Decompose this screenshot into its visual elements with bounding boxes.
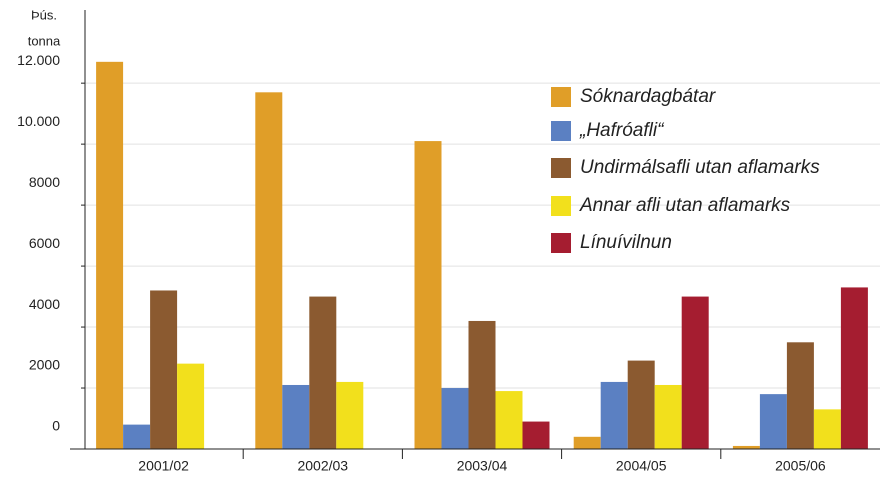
bar bbox=[627, 360, 655, 449]
y-tick-label: 10.000 bbox=[17, 113, 60, 129]
y-tick-label: 6000 bbox=[29, 235, 60, 251]
x-tick-label: 2003/04 bbox=[457, 458, 508, 474]
bar bbox=[522, 421, 550, 449]
bar bbox=[468, 320, 496, 449]
bar bbox=[786, 342, 814, 449]
y-tick-label: 8000 bbox=[29, 174, 60, 190]
legend-swatch bbox=[551, 233, 571, 253]
legend-swatch bbox=[551, 121, 571, 141]
bar bbox=[96, 61, 124, 450]
bar bbox=[600, 381, 628, 449]
y-tick-label: 12.000 bbox=[17, 52, 60, 68]
bar bbox=[282, 384, 310, 449]
bar bbox=[495, 391, 523, 449]
legend-label: Undirmálsafli utan aflamarks bbox=[580, 157, 820, 178]
legend-label: Línuívilnun bbox=[580, 232, 672, 253]
x-tick-label: 2005/06 bbox=[775, 458, 826, 474]
legend-swatch bbox=[551, 196, 571, 216]
legend-swatch bbox=[551, 87, 571, 107]
y-tick-label: 4000 bbox=[29, 296, 60, 312]
bar bbox=[150, 290, 178, 449]
bar bbox=[654, 384, 682, 449]
bar bbox=[732, 445, 760, 449]
bar bbox=[441, 388, 469, 449]
bar bbox=[681, 296, 709, 449]
bar bbox=[573, 436, 601, 449]
y-axis-label: Þús. bbox=[31, 7, 57, 22]
bar bbox=[309, 296, 337, 449]
legend-swatch bbox=[551, 158, 571, 178]
legend-label: Sóknardagbátar bbox=[580, 86, 716, 107]
x-tick-label: 2001/02 bbox=[138, 458, 189, 474]
bar bbox=[759, 394, 787, 449]
bar bbox=[336, 381, 364, 449]
y-tick-label: 2000 bbox=[29, 357, 60, 373]
y-axis-label: tonna bbox=[28, 33, 61, 48]
bar bbox=[414, 141, 442, 449]
legend-label: „Hafróafli“ bbox=[579, 120, 665, 141]
x-tick-label: 2002/03 bbox=[297, 458, 348, 474]
bar bbox=[123, 424, 151, 449]
bar bbox=[177, 363, 205, 449]
legend-label: Annar afli utan aflamarks bbox=[579, 195, 791, 216]
y-tick-label: 0 bbox=[52, 418, 60, 434]
x-tick-label: 2004/05 bbox=[616, 458, 667, 474]
bar bbox=[813, 409, 841, 449]
bar bbox=[840, 287, 868, 449]
bar bbox=[255, 92, 283, 449]
